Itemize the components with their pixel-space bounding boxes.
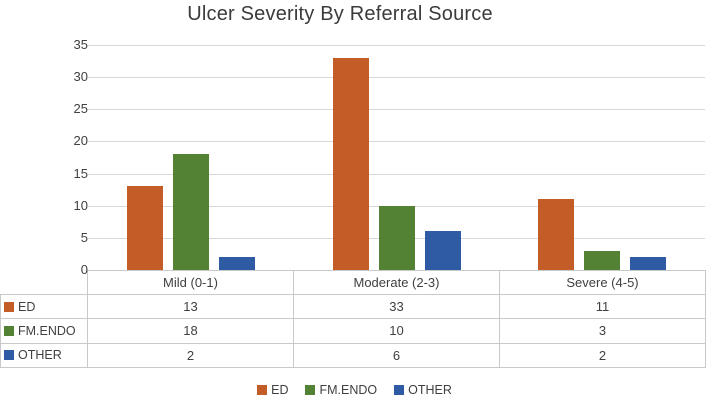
y-axis-tick-label-10: 10 (73, 197, 88, 213)
chart-title: Ulcer Severity By Referral Source (187, 3, 493, 25)
y-axis-tick-label-5: 5 (80, 229, 88, 245)
gridline-y-20 (88, 141, 705, 143)
legend-swatch-fm-endo (305, 385, 316, 395)
bar-ed-moderate-2-3 (332, 58, 369, 270)
table-category-header-mild-0-1: Mild (0-1) (88, 270, 294, 295)
table-value-ed-severe-4-5: 11 (500, 295, 706, 320)
table-category-header-severe-4-5: Severe (4-5) (500, 270, 706, 295)
y-axis-tick-label-35: 35 (73, 37, 88, 52)
bar-group-severe-4-5 (499, 45, 705, 270)
legend-swatch-other (394, 385, 405, 395)
table-corner-cell (0, 270, 88, 295)
legend-label-ed: ED (271, 383, 289, 397)
table-value-other-severe-4-5: 2 (500, 343, 706, 368)
table-series-key-ed: ED (0, 295, 88, 320)
plot-area (88, 45, 705, 270)
y-axis-tick-label-0: 0 (80, 262, 88, 277)
legend-item-ed: ED (257, 383, 288, 397)
y-axis-tick-label-15: 15 (73, 165, 88, 181)
gridline-y-35 (88, 45, 705, 46)
bars-layer (88, 45, 705, 270)
table-value-fm-endo-mild-0-1: 18 (88, 319, 294, 344)
legend-item-fm-endo: FM.ENDO (305, 383, 377, 397)
bar-ed-severe-4-5 (538, 199, 575, 270)
bar-ed-mild-0-1 (126, 186, 163, 270)
bar-group-mild-0-1 (88, 45, 294, 270)
table-value-fm-endo-moderate-2-3: 10 (294, 319, 500, 344)
table-value-fm-endo-severe-4-5: 3 (500, 319, 706, 344)
series-swatch-ed (4, 301, 14, 312)
legend-item-other: OTHER (394, 383, 452, 397)
table-value-other-moderate-2-3: 6 (294, 343, 500, 368)
legend-label-fm-endo: FM.ENDO (319, 383, 378, 397)
bar-other-mild-0-1 (218, 257, 255, 270)
table-value-ed-mild-0-1: 13 (88, 295, 294, 320)
series-swatch-other (4, 350, 14, 361)
bar-fm-endo-moderate-2-3 (378, 206, 415, 270)
bar-group-moderate-2-3 (294, 45, 500, 270)
gridline-y-15 (88, 173, 705, 175)
table-series-key-fm-endo: FM.ENDO (0, 319, 88, 344)
y-axis-tick-label-30: 30 (73, 69, 88, 85)
chart-legend: ED FM.ENDO OTHER (0, 381, 709, 399)
legend-swatch-ed (257, 385, 268, 395)
table-series-key-other: OTHER (0, 343, 88, 368)
gridline-y-30 (88, 77, 705, 79)
legend-label-other: OTHER (408, 383, 452, 397)
bar-other-moderate-2-3 (424, 231, 461, 270)
table-value-other-mild-0-1: 2 (88, 343, 294, 368)
gridline-y-25 (88, 109, 705, 111)
chart-data-table: Mild (0-1) Moderate (2-3) Severe (4-5) ED 13… (0, 270, 706, 368)
series-label-fm-endo: FM.ENDO (18, 323, 76, 338)
y-axis-tick-label-25: 25 (73, 101, 88, 117)
bar-fm-endo-mild-0-1 (172, 154, 209, 270)
bar-other-severe-4-5 (630, 257, 667, 270)
y-axis-tick-label-20: 20 (73, 133, 88, 149)
series-swatch-fm-endo (4, 325, 14, 336)
bar-fm-endo-severe-4-5 (584, 251, 621, 270)
series-label-other: OTHER (18, 348, 62, 363)
table-value-ed-moderate-2-3: 33 (294, 295, 500, 320)
table-category-header-moderate-2-3: Moderate (2-3) (294, 270, 500, 295)
series-label-ed: ED (18, 299, 36, 314)
